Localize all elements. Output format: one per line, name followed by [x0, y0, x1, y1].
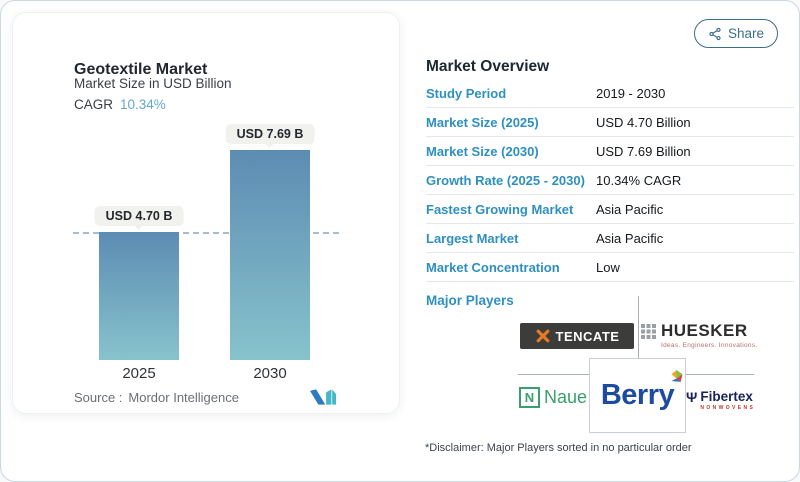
- overview-row-value: 2019 - 2030: [596, 86, 666, 101]
- overview-row-value: Low: [596, 260, 620, 275]
- chart-subtitle: Market Size in USD Billion: [74, 76, 232, 91]
- bar-value-label-2030: USD 7.69 B: [225, 124, 315, 144]
- naue-wordmark: Naue: [544, 387, 588, 407]
- source-row: Source : Mordor Intelligence: [74, 389, 336, 405]
- source-text: Source : Mordor Intelligence: [74, 390, 245, 405]
- naue-logo: N Naue: [519, 387, 587, 408]
- tencate-logo: TENCATE: [520, 323, 634, 349]
- bar-value-label-2025: USD 4.70 B: [94, 206, 184, 226]
- chart-panel: Geotextile Market Market Size in USD Bil…: [12, 12, 400, 414]
- cagr-label: CAGR: [74, 97, 114, 112]
- fibertex-wordmark: Fibertex: [700, 389, 753, 404]
- overview-row-value: 10.34% CAGR: [596, 173, 682, 188]
- overview-row: Fastest Growing Market Asia Pacific: [426, 195, 794, 224]
- mordor-intelligence-logo: [310, 389, 336, 405]
- berry-wordmark: Berry: [600, 370, 683, 412]
- naue-n-icon: N: [519, 387, 540, 408]
- cagr-value: 10.34%: [120, 97, 166, 112]
- overview-row-value: Asia Pacific: [596, 202, 664, 217]
- overview-table: Study Period 2019 - 2030 Market Size (2025…: [426, 79, 794, 282]
- overview-title: Market Overview: [426, 57, 550, 75]
- players-divider-horizontal-right: [683, 374, 754, 375]
- overview-row: Study Period 2019 - 2030: [426, 79, 794, 108]
- share-button[interactable]: Share: [694, 19, 778, 48]
- players-divider-horizontal-left: [518, 374, 589, 375]
- pinwheel-icon: [671, 370, 683, 382]
- fibertex-ram-icon: Ψ: [686, 389, 698, 405]
- cagr-row: CAGR 10.34%: [74, 97, 166, 112]
- share-nodes-icon: [709, 27, 721, 40]
- major-players-label: Major Players: [426, 293, 514, 308]
- overview-row-label: Market Size (2030): [426, 144, 539, 159]
- bar-value-text: USD 4.70 B: [105, 209, 173, 223]
- reference-dashed-line: [73, 232, 339, 234]
- x-axis-label-2025: 2025: [122, 365, 156, 382]
- berry-text: Berry: [600, 379, 675, 411]
- overview-row-label: Study Period: [426, 86, 507, 101]
- tencate-wordmark: TENCATE: [555, 328, 620, 344]
- overview-row-label: Largest Market: [426, 231, 519, 246]
- overview-row-label: Growth Rate (2025 - 2030): [426, 173, 585, 188]
- fibertex-logo: Ψ Fibertex NONWOVENS: [686, 390, 755, 411]
- overview-row: Largest Market Asia Pacific: [426, 224, 794, 253]
- overview-row: Market Size (2025) USD 4.70 Billion: [426, 108, 794, 137]
- fibertex-subtitle: NONWOVENS: [700, 405, 756, 411]
- overview-row: Market Size (2030) USD 7.69 Billion: [426, 137, 794, 166]
- source-label: Source :: [74, 389, 123, 405]
- bar-2025: [99, 232, 179, 360]
- chart-title: Geotextile Market: [74, 60, 208, 78]
- overview-row: Market Concentration Low: [426, 253, 794, 282]
- bar-value-text: USD 7.69 B: [236, 127, 304, 141]
- bar-2030: [230, 150, 310, 360]
- hash-grid-icon: [641, 323, 656, 339]
- huesker-tagline: Ideas. Engineers. Innovations.: [661, 342, 758, 349]
- overview-row-label: Market Size (2025): [426, 115, 539, 130]
- crossed-axes-icon: [536, 329, 549, 343]
- huesker-wordmark: HUESKER: [661, 321, 748, 340]
- x-axis-label-2030: 2030: [253, 365, 287, 382]
- overview-row-label: Market Concentration: [426, 260, 560, 275]
- disclaimer-text: *Disclaimer: Major Players sorted in no …: [425, 442, 692, 454]
- huesker-logo: HUESKER Ideas. Engineers. Innovations.: [641, 321, 759, 349]
- overview-row: Growth Rate (2025 - 2030) 10.34% CAGR: [426, 166, 794, 195]
- overview-row-value: Asia Pacific: [596, 231, 664, 246]
- overview-row-value: USD 7.69 Billion: [596, 144, 691, 159]
- overview-row-value: USD 4.70 Billion: [596, 115, 691, 130]
- berry-logo: Berry: [589, 358, 686, 433]
- source-value: Mordor Intelligence: [128, 389, 239, 405]
- overview-row-label: Fastest Growing Market: [426, 202, 574, 217]
- share-button-label: Share: [727, 26, 765, 41]
